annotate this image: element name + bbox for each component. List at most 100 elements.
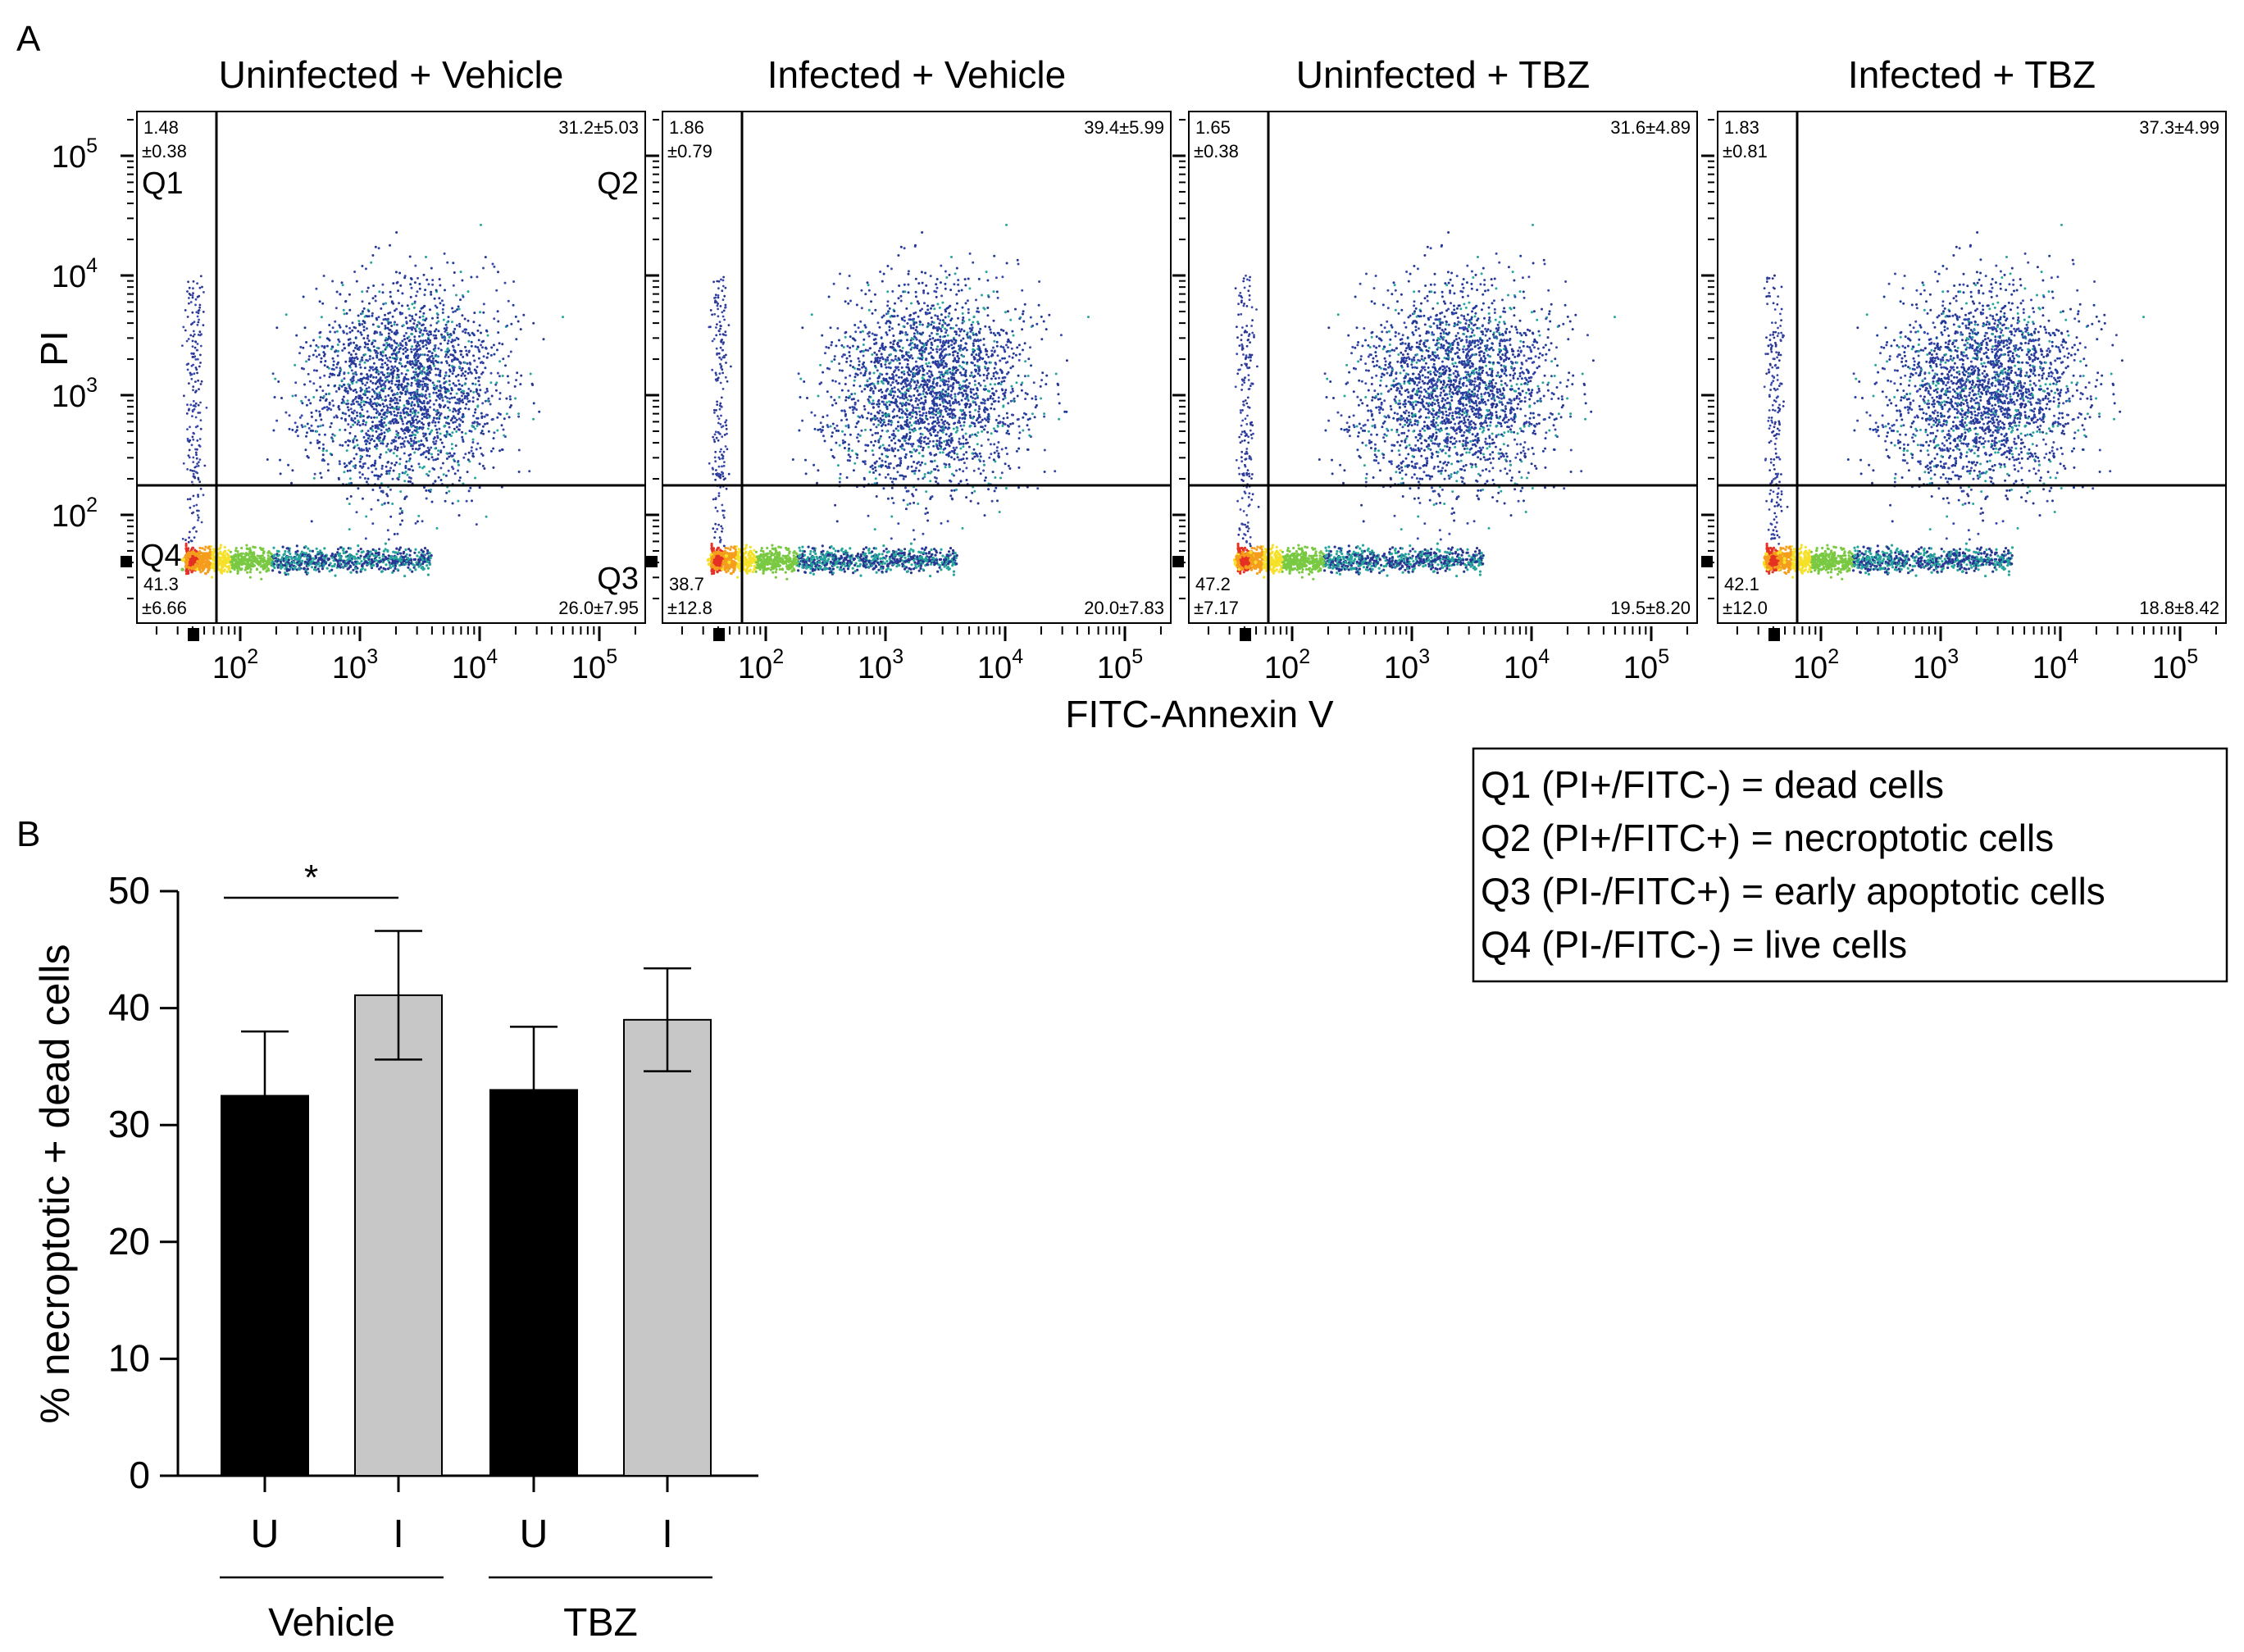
scatter-point — [425, 330, 428, 332]
scatter-point — [381, 439, 385, 443]
scatter-point — [437, 453, 440, 456]
scatter-point — [404, 331, 407, 334]
scatter-point — [193, 333, 196, 336]
scatter-point — [502, 428, 505, 431]
scatter-point — [240, 546, 244, 550]
scatter-point — [366, 454, 369, 457]
scatter-point — [382, 405, 385, 408]
scatter-point — [422, 465, 426, 468]
scatter-point — [430, 488, 432, 491]
scatter-point — [374, 245, 377, 248]
scatter-point — [471, 438, 475, 441]
scatter-point — [449, 392, 453, 395]
scatter-point — [419, 310, 421, 313]
scatter-point — [948, 463, 951, 466]
scatter-point — [364, 353, 366, 356]
scatter-point — [352, 439, 355, 442]
scatter-point — [962, 442, 965, 445]
scatter-point — [426, 446, 430, 449]
scatter-point — [383, 374, 385, 376]
scatter-point — [345, 564, 348, 567]
scatter-point — [961, 526, 964, 530]
scatter-point — [294, 421, 297, 425]
scatter-point — [485, 413, 488, 416]
scatter-point — [402, 430, 405, 433]
q4-mean: 41.3 — [143, 574, 179, 594]
scatter-point — [404, 407, 407, 410]
scatter-point — [500, 448, 503, 451]
scatter-point — [426, 548, 430, 553]
scatter-point — [347, 383, 350, 386]
scatter-point — [412, 348, 416, 351]
scatter-point — [184, 547, 188, 550]
scatter-point — [325, 449, 328, 453]
scatter-point — [407, 407, 409, 410]
scatter-point — [308, 549, 312, 553]
scatter-point — [365, 480, 368, 484]
scatter-point — [344, 360, 348, 363]
scatter-point — [421, 315, 425, 318]
scatter-point — [479, 361, 482, 364]
scatter-point — [306, 562, 309, 566]
scatter-point — [362, 307, 366, 310]
scatter-point — [280, 397, 283, 399]
scatter-point — [907, 272, 910, 275]
scatter-point — [375, 558, 378, 562]
scatter-point — [249, 562, 253, 565]
scatter-point — [946, 520, 949, 523]
scatter-point — [437, 421, 440, 424]
scatter-point — [390, 325, 394, 327]
scatter-point — [416, 520, 419, 523]
scatter-point — [307, 426, 311, 430]
scatter-point — [439, 432, 442, 435]
scatter-point — [427, 452, 430, 455]
scatter-point — [421, 427, 424, 430]
scatter-point — [321, 424, 325, 427]
scatter-point — [441, 336, 444, 339]
scatter-point — [413, 564, 416, 567]
scatter-point — [395, 342, 398, 345]
scatter-point — [403, 338, 406, 341]
scatter-point — [472, 354, 475, 357]
q1-sd: ±0.38 — [142, 141, 187, 162]
scatter-point — [271, 372, 275, 375]
scatter-point — [354, 365, 357, 368]
scatter-point — [452, 345, 455, 348]
scatter-point — [457, 402, 461, 405]
scatter-point — [387, 394, 390, 397]
scatter-point — [357, 330, 360, 333]
scatter-point — [426, 560, 429, 564]
scatter-point — [291, 394, 294, 398]
scatter-point — [514, 397, 517, 400]
scatter-point — [401, 442, 404, 445]
scatter-point — [414, 548, 417, 551]
scatter-point — [1000, 380, 1004, 384]
scatter-point — [307, 547, 310, 550]
scatter-point — [248, 576, 252, 579]
scatter-point — [457, 383, 461, 386]
scatter-point — [493, 431, 496, 435]
scatter-point — [416, 345, 418, 348]
scatter-point — [831, 379, 835, 382]
scatter-point — [347, 562, 350, 565]
scatter-point — [359, 454, 362, 457]
scatter-point — [200, 521, 203, 524]
scatter-point — [392, 569, 395, 572]
scatter-point — [958, 371, 962, 375]
scatter-point — [303, 367, 305, 371]
scatter-point — [324, 360, 327, 362]
scatter-point — [480, 340, 484, 344]
scatter-point — [303, 554, 306, 558]
scatter-point — [352, 465, 355, 468]
scatter-point — [849, 364, 852, 367]
scatter-point — [397, 344, 400, 347]
scatter-point — [381, 442, 385, 445]
scatter-point — [191, 415, 193, 418]
scatter-point — [414, 568, 417, 571]
scatter-point — [366, 315, 369, 318]
scatter-point — [410, 384, 413, 387]
scatter-point — [280, 566, 284, 569]
scatter-point — [804, 458, 807, 462]
scatter-point — [421, 377, 425, 380]
